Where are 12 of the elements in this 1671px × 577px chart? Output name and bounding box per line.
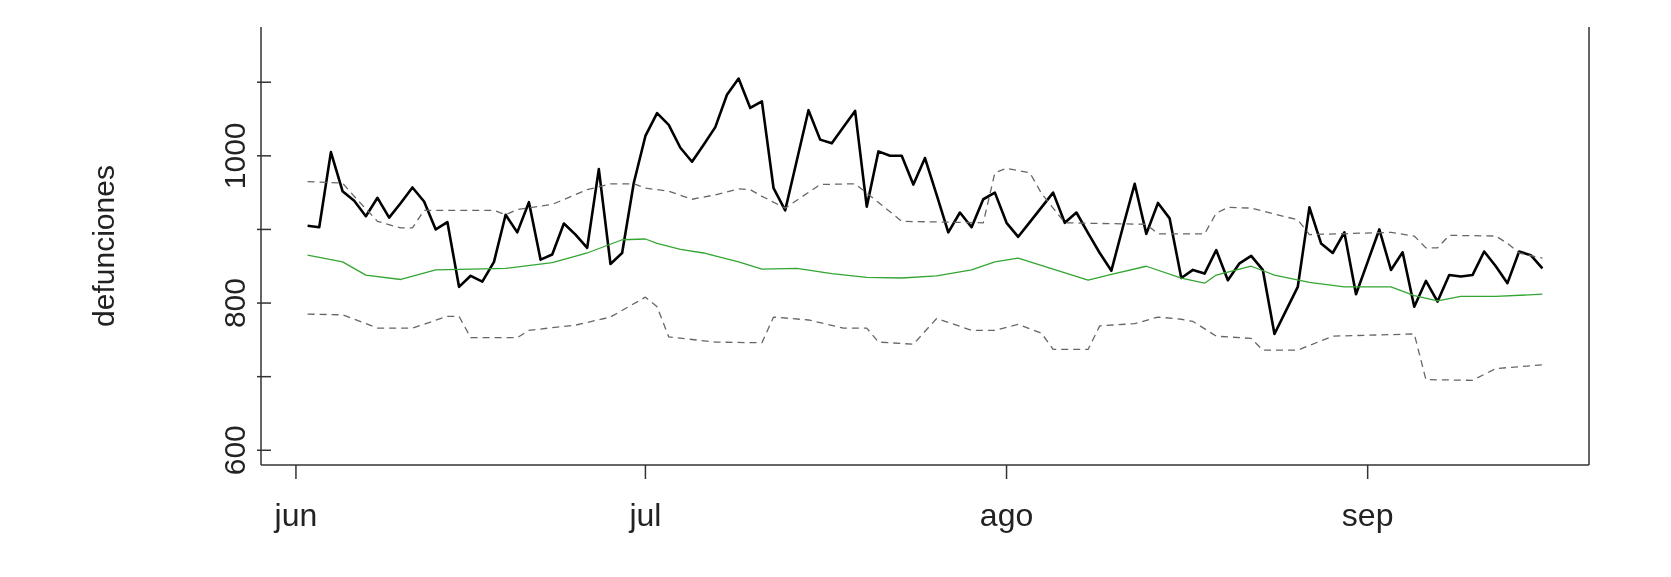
- line-series: [306, 167, 1544, 259]
- x-tick-label: jun: [273, 496, 318, 533]
- y-tick-label: 800: [218, 278, 251, 329]
- x-tick-label: ago: [979, 496, 1034, 533]
- y-tick-label: 1000: [218, 122, 251, 190]
- x-tick-label: sep: [1341, 496, 1394, 533]
- y-tick-label: 600: [218, 425, 251, 476]
- line-series: [306, 77, 1544, 336]
- line-series: [306, 296, 1544, 381]
- x-tick-label: jul: [628, 496, 662, 533]
- y-axis-title: defunciones: [86, 165, 120, 327]
- line-series: [306, 238, 1544, 302]
